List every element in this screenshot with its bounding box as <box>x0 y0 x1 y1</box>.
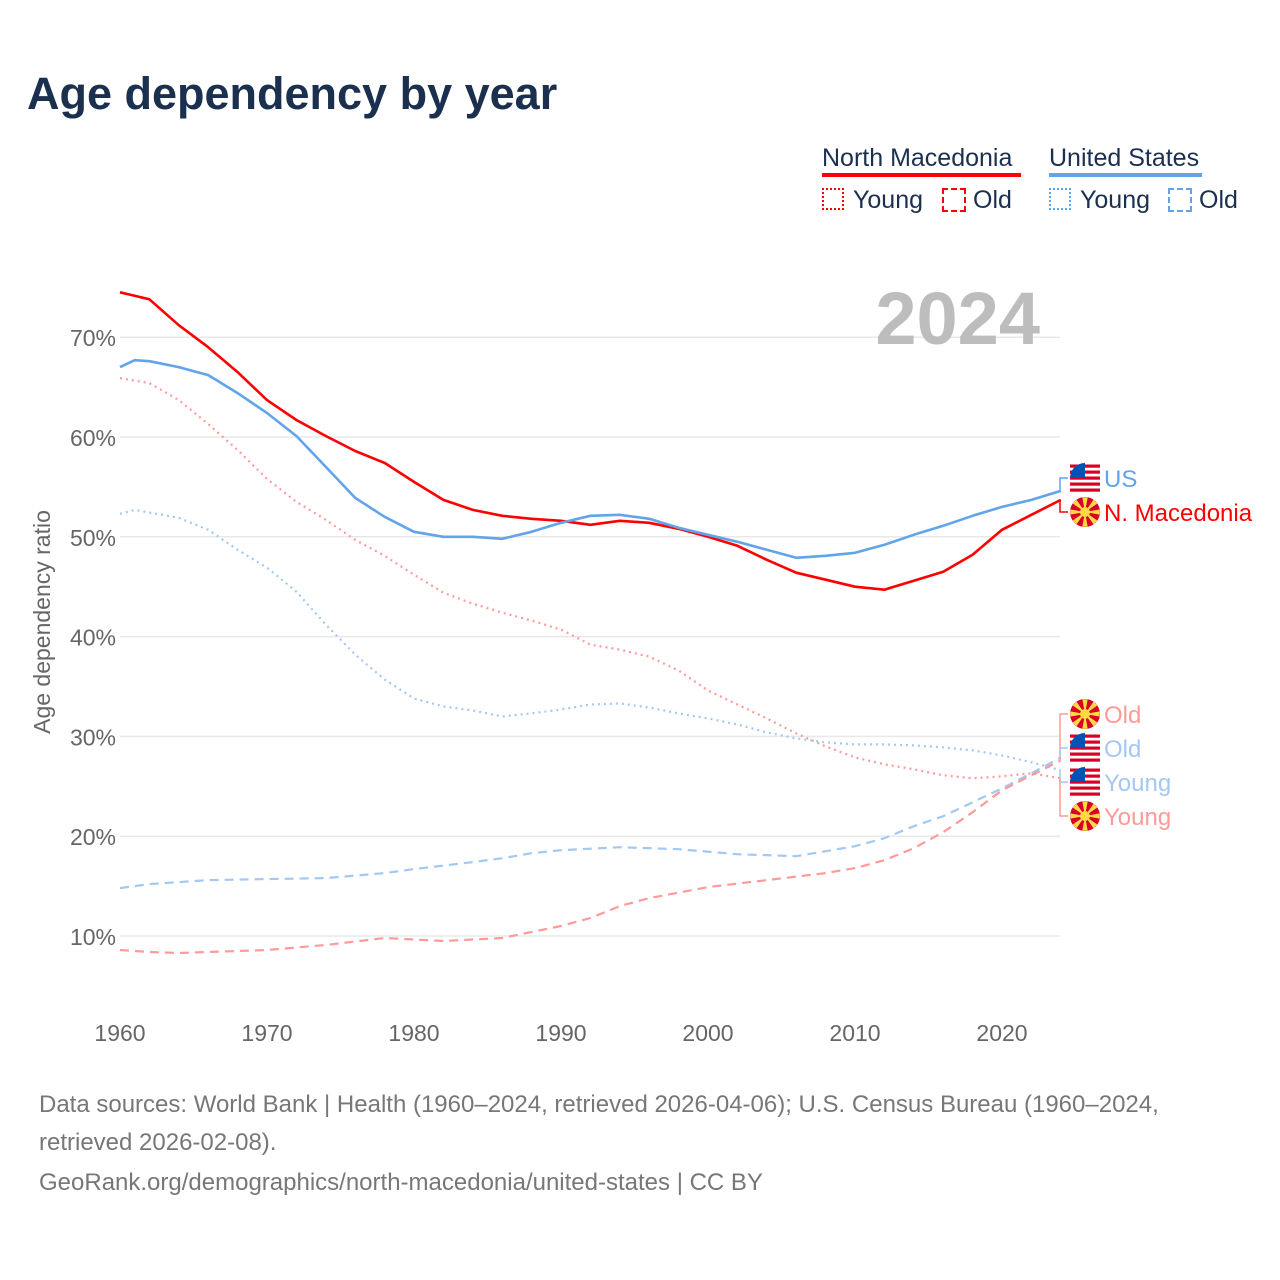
flag-ray <box>1070 813 1085 819</box>
legend-united-states: United States <box>1049 144 1200 172</box>
mk-flag-icon <box>1070 497 1100 527</box>
y-tick-label: 30% <box>70 724 116 750</box>
x-tick-label: 2000 <box>682 1020 733 1046</box>
flag-ray <box>1085 813 1100 819</box>
flag-stripe <box>1070 476 1100 480</box>
series-line-mk <box>119 291 1062 591</box>
end-label-us: US <box>1104 466 1137 493</box>
leader-line <box>1059 713 1068 761</box>
y-tick-label: 70% <box>70 325 116 351</box>
flag-ray <box>1082 699 1088 714</box>
y-tick-label: 20% <box>70 824 116 850</box>
end-label-mk-young: Young <box>1104 804 1171 831</box>
legend-mk-old: Old <box>973 186 1012 214</box>
leader-line <box>1059 778 1068 817</box>
flag-sun <box>1080 507 1090 517</box>
legend-us-underline <box>1049 173 1202 177</box>
flag-stripe <box>1070 780 1100 784</box>
x-tick-label: 2020 <box>976 1020 1027 1046</box>
end-label-us-young: Young <box>1104 770 1171 797</box>
legend-us-old: Old <box>1199 186 1238 214</box>
page-title: Age dependency by year <box>27 68 558 119</box>
flag-ray <box>1082 816 1088 831</box>
flag-ray <box>1082 512 1088 527</box>
flag-stripe <box>1070 746 1100 750</box>
flag-ray <box>1070 509 1085 515</box>
flag-ray <box>1082 714 1088 729</box>
legend-north-macedonia: North Macedonia <box>822 144 1013 172</box>
us-flag-icon <box>1070 733 1100 763</box>
legend-mk-young-swatch <box>822 188 844 210</box>
flag-ray <box>1070 711 1085 717</box>
flag-canton <box>1070 767 1085 782</box>
legend-mk-old-swatch <box>942 188 966 212</box>
series-line-us_young <box>119 508 1062 772</box>
end-label-mk-old: Old <box>1104 702 1141 729</box>
x-tick-label: 1960 <box>94 1020 145 1046</box>
flag-stripe <box>1070 792 1100 796</box>
flag-ray <box>1085 509 1100 515</box>
series-line-us <box>119 358 1062 560</box>
year-watermark: 2024 <box>875 277 1040 360</box>
flag-ray <box>1085 711 1100 717</box>
us-flag-icon <box>1070 463 1100 493</box>
mk-flag-icon <box>1070 801 1100 831</box>
x-tick-label: 1970 <box>241 1020 292 1046</box>
x-tick-label: 1980 <box>388 1020 439 1046</box>
flag-stripe <box>1070 488 1100 492</box>
series-line-mk_old <box>119 759 1062 955</box>
series-line-mk_young <box>119 377 1061 780</box>
y-tick-label: 50% <box>70 525 116 551</box>
footer-link[interactable]: GeoRank.org/demographics/north-macedonia… <box>39 1169 763 1196</box>
flag-stripe <box>1070 482 1100 486</box>
x-tick-label: 2010 <box>829 1020 880 1046</box>
leader-line <box>1059 770 1068 783</box>
end-label-us-old: Old <box>1104 736 1141 763</box>
flag-stripe <box>1070 758 1100 762</box>
footer-sources: Data sources: World Bank | Health (1960–… <box>39 1091 1159 1156</box>
flag-ray <box>1082 497 1088 512</box>
y-tick-label: 10% <box>70 924 116 950</box>
y-axis-label: Age dependency ratio <box>29 510 55 734</box>
series-line-us_old <box>119 756 1062 890</box>
flag-canton <box>1070 463 1085 478</box>
flag-ray <box>1082 801 1088 816</box>
y-tick-label: 40% <box>70 625 116 651</box>
legend-us-young-swatch <box>1049 188 1071 210</box>
flag-stripe <box>1070 786 1100 790</box>
mk-flag-icon <box>1070 699 1100 729</box>
leader-line <box>1059 499 1068 513</box>
flag-canton <box>1070 733 1085 748</box>
legend-mk-underline <box>822 173 1021 177</box>
us-flag-icon <box>1070 767 1100 797</box>
legend-us-old-swatch <box>1168 188 1192 212</box>
flag-sun <box>1080 709 1090 719</box>
end-label-mk: N. Macedonia <box>1104 500 1253 527</box>
legend-mk-young: Young <box>853 186 923 214</box>
x-tick-label: 1990 <box>535 1020 586 1046</box>
leader-line <box>1059 477 1068 491</box>
leader-line <box>1059 747 1068 758</box>
y-tick-label: 60% <box>70 425 116 451</box>
flag-stripe <box>1070 752 1100 756</box>
legend-us-young: Young <box>1080 186 1150 214</box>
flag-sun <box>1080 811 1090 821</box>
